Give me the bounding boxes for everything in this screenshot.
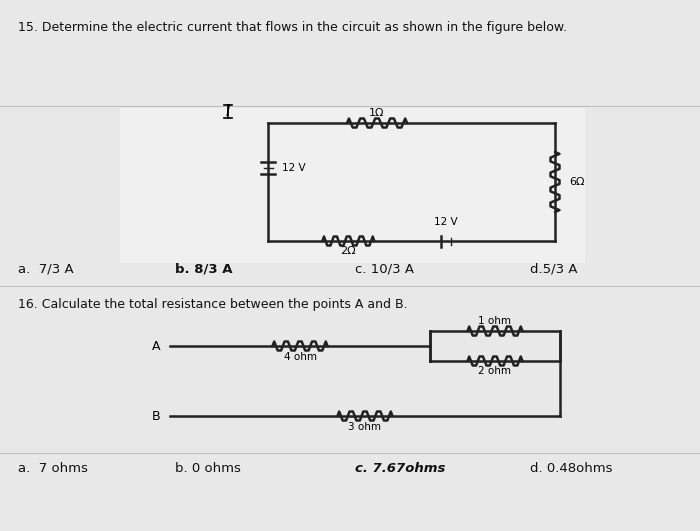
Text: a.  7 ohms: a. 7 ohms — [18, 463, 88, 475]
Text: 2Ω: 2Ω — [340, 246, 356, 256]
Text: 3 ohm: 3 ohm — [349, 422, 382, 432]
Text: b. 0 ohms: b. 0 ohms — [175, 463, 241, 475]
Text: 1 ohm: 1 ohm — [479, 315, 512, 326]
Text: d. 0.48ohms: d. 0.48ohms — [530, 463, 612, 475]
Text: 2 ohm: 2 ohm — [479, 366, 512, 376]
Text: 4 ohm: 4 ohm — [284, 352, 316, 362]
Text: I: I — [225, 104, 230, 118]
Text: B: B — [151, 409, 160, 423]
Text: A: A — [151, 339, 160, 353]
Text: 15. Determine the electric current that flows in the circuit as shown in the fig: 15. Determine the electric current that … — [18, 21, 567, 34]
Text: a.  7/3 A: a. 7/3 A — [18, 262, 74, 276]
Text: 12 V: 12 V — [282, 163, 306, 173]
Text: c. 10/3 A: c. 10/3 A — [355, 262, 414, 276]
Text: c. 7.67ohms: c. 7.67ohms — [355, 463, 445, 475]
Text: 6Ω: 6Ω — [570, 177, 585, 187]
Text: b. 8/3 A: b. 8/3 A — [175, 262, 232, 276]
Text: 1Ω: 1Ω — [370, 107, 385, 117]
Text: 12 V: 12 V — [434, 217, 458, 227]
Text: d.5/3 A: d.5/3 A — [530, 262, 578, 276]
Bar — [120, 108, 585, 263]
Text: 16. Calculate the total resistance between the points A and B.: 16. Calculate the total resistance betwe… — [18, 298, 407, 311]
